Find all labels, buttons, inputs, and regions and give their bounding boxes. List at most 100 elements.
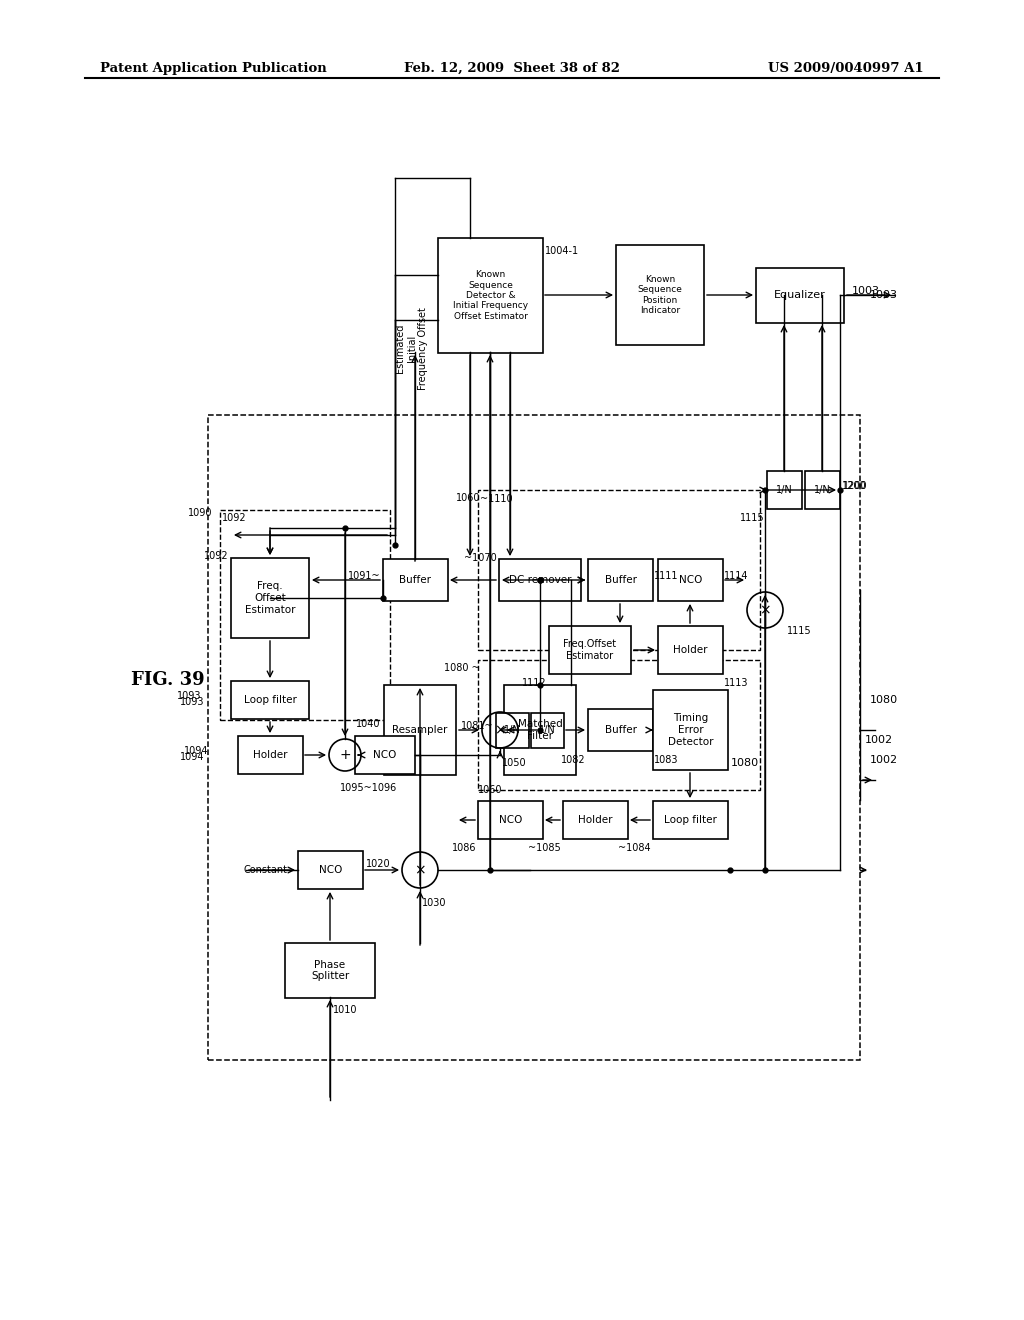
Text: 1086: 1086 <box>452 843 476 853</box>
Bar <box>653 690 728 770</box>
Text: Feb. 12, 2009  Sheet 38 of 82: Feb. 12, 2009 Sheet 38 of 82 <box>404 62 620 75</box>
Text: 1200: 1200 <box>842 480 866 491</box>
Text: Matched
Filter: Matched Filter <box>517 719 562 741</box>
Bar <box>531 713 564 748</box>
Bar <box>504 685 575 775</box>
Bar <box>478 801 543 840</box>
Text: 1081~: 1081~ <box>462 721 494 731</box>
Text: 1091~: 1091~ <box>348 572 381 581</box>
Bar <box>384 685 456 775</box>
Text: Buffer: Buffer <box>399 576 431 585</box>
Bar <box>616 246 705 345</box>
Text: 1114: 1114 <box>724 572 749 581</box>
Text: 1004-1: 1004-1 <box>545 246 580 256</box>
Text: +: + <box>339 748 351 762</box>
Text: 1060: 1060 <box>477 785 502 795</box>
Text: 1040: 1040 <box>355 719 380 729</box>
Text: Constant: Constant <box>243 865 287 875</box>
Bar <box>658 558 723 601</box>
Bar <box>285 942 375 998</box>
Text: ~1084: ~1084 <box>618 843 651 853</box>
Text: Loop filter: Loop filter <box>244 696 296 705</box>
Text: 1020: 1020 <box>366 859 390 869</box>
Text: 1083: 1083 <box>654 755 679 766</box>
Text: FIG. 39: FIG. 39 <box>131 671 205 689</box>
Bar <box>478 490 760 649</box>
Bar <box>238 737 303 774</box>
Text: NCO: NCO <box>679 576 702 585</box>
Text: Buffer: Buffer <box>604 725 637 735</box>
Text: Phase
Splitter: Phase Splitter <box>311 960 349 981</box>
Bar <box>220 510 390 719</box>
Text: 1003: 1003 <box>852 286 880 296</box>
Text: Holder: Holder <box>579 814 612 825</box>
Text: 1002: 1002 <box>865 735 893 744</box>
Bar <box>756 268 844 323</box>
Text: Freq.
Offset
Estimator: Freq. Offset Estimator <box>245 581 295 615</box>
Text: ×: × <box>414 863 426 876</box>
Text: NCO: NCO <box>318 865 342 875</box>
Text: Buffer: Buffer <box>604 576 637 585</box>
Text: 1082: 1082 <box>561 755 586 766</box>
Text: Patent Application Publication: Patent Application Publication <box>100 62 327 75</box>
Text: Holder: Holder <box>673 645 708 655</box>
Text: 1/N: 1/N <box>814 484 830 495</box>
Text: 1/N: 1/N <box>776 484 793 495</box>
Bar <box>298 851 362 888</box>
Text: 1092: 1092 <box>205 550 229 561</box>
Bar <box>231 558 309 638</box>
Bar <box>658 626 723 675</box>
Text: 1080: 1080 <box>870 696 898 705</box>
Text: 1115: 1115 <box>787 626 812 636</box>
Bar <box>478 660 760 789</box>
Text: ×: × <box>495 723 506 737</box>
Text: ~1070: ~1070 <box>464 553 497 564</box>
Text: Estimated
Initial
Frequency Offset: Estimated Initial Frequency Offset <box>395 308 428 389</box>
Text: 1092: 1092 <box>222 513 247 523</box>
Text: 1080 ~: 1080 ~ <box>444 663 480 673</box>
Bar <box>549 626 631 675</box>
Bar <box>231 681 309 719</box>
Text: NCO: NCO <box>499 814 522 825</box>
Text: NCO: NCO <box>374 750 396 760</box>
Text: Timing
Error
Detector: Timing Error Detector <box>668 713 714 747</box>
Text: Freq.Offset
Estimator: Freq.Offset Estimator <box>563 639 616 661</box>
Text: 1111: 1111 <box>654 572 679 581</box>
Text: 1/N: 1/N <box>504 726 521 735</box>
Text: Resampler: Resampler <box>392 725 447 735</box>
Text: 1030: 1030 <box>422 898 446 908</box>
Text: 1050: 1050 <box>502 758 526 768</box>
Bar <box>496 713 529 748</box>
Text: 1094: 1094 <box>179 752 204 762</box>
Bar <box>563 801 628 840</box>
Text: 1060: 1060 <box>456 492 480 503</box>
Text: 1113: 1113 <box>724 678 749 688</box>
Text: Known
Sequence
Position
Indicator: Known Sequence Position Indicator <box>638 275 682 315</box>
Bar <box>208 414 860 1060</box>
Text: 1002: 1002 <box>870 755 898 766</box>
Bar <box>383 558 449 601</box>
Bar <box>438 238 543 352</box>
Bar <box>805 471 840 510</box>
Text: 1115: 1115 <box>740 513 765 523</box>
Text: 1093: 1093 <box>179 697 204 708</box>
Text: US 2009/0040997 A1: US 2009/0040997 A1 <box>768 62 924 75</box>
Text: Holder: Holder <box>253 750 288 760</box>
Bar <box>355 737 415 774</box>
Bar <box>499 558 581 601</box>
Text: 1093: 1093 <box>176 690 201 701</box>
Bar <box>588 558 653 601</box>
Bar <box>767 471 802 510</box>
Text: ~1110: ~1110 <box>480 494 513 504</box>
Text: 1/N: 1/N <box>539 726 556 735</box>
Bar <box>653 801 728 840</box>
Text: ~1085: ~1085 <box>528 843 561 853</box>
Text: 1080: 1080 <box>731 758 759 768</box>
Text: Equalizer: Equalizer <box>774 290 826 301</box>
Text: 1090: 1090 <box>187 508 212 517</box>
Text: 1200: 1200 <box>843 480 867 491</box>
Text: 1094: 1094 <box>183 746 208 756</box>
Text: 1010: 1010 <box>333 1005 357 1015</box>
Bar <box>588 709 653 751</box>
Text: 1112: 1112 <box>522 678 547 688</box>
